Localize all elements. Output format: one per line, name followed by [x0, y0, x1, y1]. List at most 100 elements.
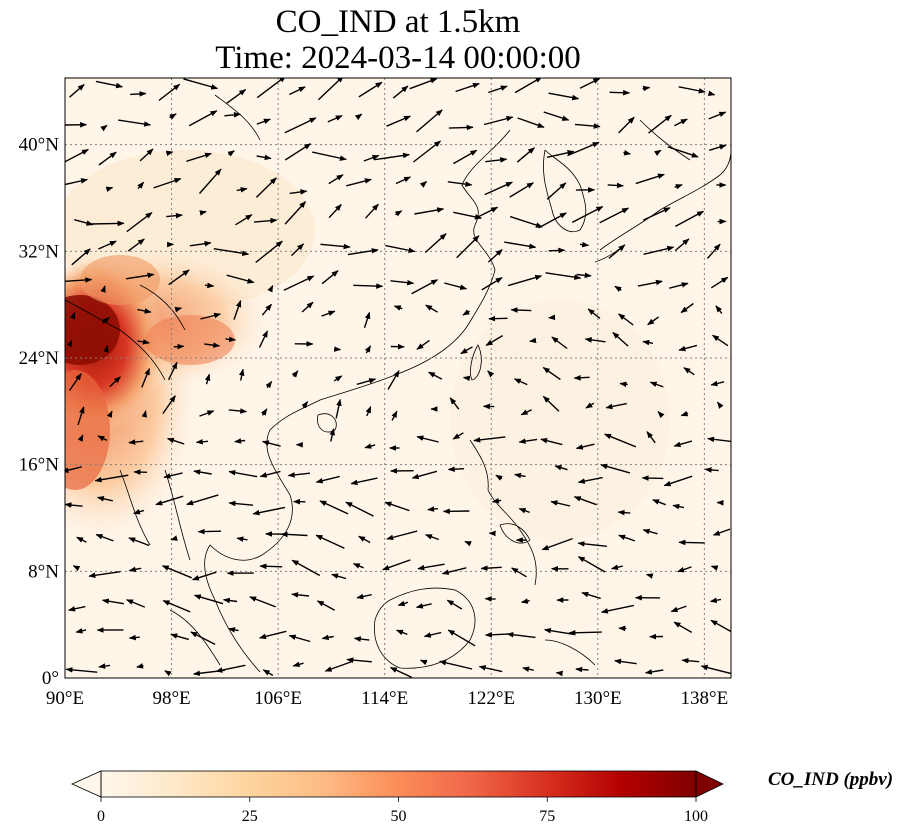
wind-vector [204, 342, 221, 348]
wind-vector [193, 594, 224, 605]
wind-vector [358, 535, 371, 544]
wind-vector [126, 212, 153, 233]
wind-vector [128, 537, 150, 547]
wind-vector [128, 634, 140, 641]
y-tick-label: 32°N [19, 241, 60, 262]
map-frame [64, 77, 732, 679]
wind-vector [669, 282, 689, 289]
colorbar-tick-label: 25 [242, 808, 258, 825]
wind-vector [716, 401, 724, 409]
wind-vector [641, 475, 664, 481]
wind-vector [708, 111, 727, 120]
wind-vector [317, 78, 344, 101]
wind-vector [575, 443, 595, 450]
wind-vector [540, 438, 563, 446]
wind-vector [542, 395, 560, 412]
wind-vector [600, 604, 635, 614]
wind-vector [670, 605, 687, 613]
colorbar-tick-label: 100 [684, 808, 708, 825]
wind-vector [173, 343, 185, 350]
wind-vector [542, 366, 561, 381]
wind-vector [168, 269, 190, 286]
wind-vector [663, 475, 693, 487]
wind-vector [584, 337, 606, 343]
wind-vector [481, 277, 503, 291]
wind-vector [204, 373, 211, 385]
wind-vector [456, 235, 480, 259]
wind-vector [249, 596, 276, 608]
wind-vector [133, 509, 145, 515]
wind-vector [76, 536, 87, 543]
wind-vector [574, 123, 601, 129]
wind-vector [68, 373, 82, 391]
wind-vector [550, 500, 571, 507]
wind-vector [416, 435, 439, 443]
wind-vector [352, 562, 364, 569]
wind-vector [101, 598, 125, 605]
wind-vector [520, 409, 533, 416]
wind-vector [65, 667, 98, 673]
wind-vector [261, 303, 273, 316]
wind-vector [284, 201, 307, 225]
wind-vector [392, 85, 409, 99]
wind-vector [162, 395, 176, 414]
wind-vector [204, 282, 215, 289]
wind-vector [353, 636, 370, 642]
wind-vector [261, 440, 281, 447]
wind-vector [548, 247, 566, 254]
wind-vector [485, 632, 509, 638]
wind-vector [618, 313, 634, 326]
wind-vector [189, 240, 212, 247]
wind-vector [611, 564, 623, 570]
wind-vector [287, 472, 311, 478]
wind-vector [346, 178, 372, 187]
wind-vector [253, 217, 278, 224]
wind-vector [654, 149, 662, 156]
wind-vector [642, 528, 658, 535]
wind-vector [252, 506, 286, 516]
wind-vector [331, 573, 347, 580]
map-title-line2: Time: 2024-03-14 00:00:00 [215, 40, 581, 76]
wind-vector [324, 660, 353, 672]
wind-vector [577, 556, 606, 573]
wind-vector [259, 470, 281, 478]
wind-vector [165, 150, 174, 157]
wind-vector [164, 670, 172, 677]
wind-vector [706, 243, 721, 259]
wind-vector [575, 666, 589, 673]
wind-vector [166, 437, 185, 445]
colorbar-tick-label: 75 [539, 808, 555, 825]
wind-vector [555, 670, 563, 677]
wind-vector [678, 539, 705, 546]
wind-vector [335, 398, 342, 419]
wind-vector [672, 503, 685, 510]
wind-vector [260, 408, 268, 416]
wind-vector [334, 346, 342, 352]
wind-vector [319, 500, 349, 515]
wind-vector [488, 315, 508, 322]
wind-vector [386, 530, 418, 541]
wind-vector [128, 566, 142, 573]
wind-vector [356, 593, 372, 600]
colorbar-extend-max [695, 770, 724, 798]
wind-vector [364, 345, 372, 354]
wind-vector [657, 411, 665, 419]
wind-vector [321, 634, 334, 641]
wind-vector [225, 336, 237, 343]
wind-vector [127, 238, 145, 252]
wind-vector [235, 214, 253, 226]
wind-vector [346, 657, 372, 663]
wind-vector [425, 304, 438, 313]
wind-vector [709, 597, 722, 604]
wind-vector [374, 152, 410, 161]
wind-vector [478, 665, 503, 673]
wind-vector [648, 114, 672, 134]
wind-vector [289, 189, 308, 195]
wind-vector [567, 141, 600, 157]
wind-vector [174, 306, 182, 313]
wind-vector [712, 528, 731, 536]
wind-vector [520, 598, 530, 604]
wind-vector [509, 182, 534, 198]
x-tick-label: 98°E [152, 688, 190, 709]
wind-vector [673, 621, 693, 634]
